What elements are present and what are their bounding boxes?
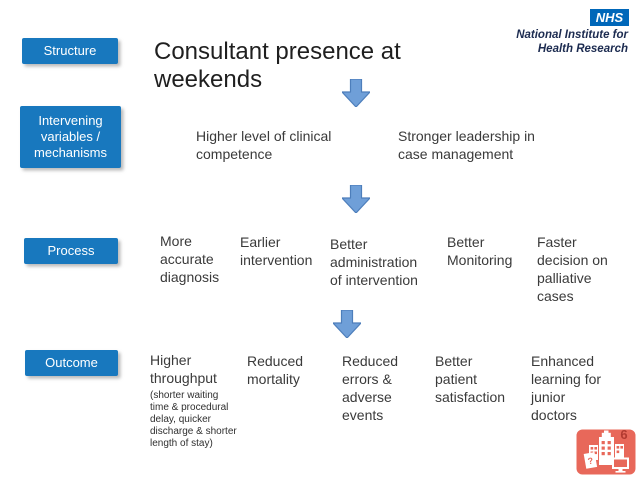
org-name-line2: Health Research	[537, 43, 628, 55]
label-intervening-variables: Intervening variables / mechanisms	[20, 106, 121, 168]
nhs-logo-text: NHS	[595, 10, 624, 25]
slide-number: 6	[620, 427, 628, 442]
outcome-item: Higher throughput (shorter waiting time …	[150, 351, 238, 450]
label-outcome: Outcome	[25, 350, 118, 376]
label-process: Process	[24, 238, 118, 264]
process-item: Faster decision on palliative cases	[537, 234, 608, 304]
intervening-item: Higher level of clinical competence	[196, 128, 332, 162]
arrow-down-icon	[342, 79, 370, 107]
arrow-down-icon	[342, 185, 370, 213]
label-intervening-text: Intervening variables / mechanisms	[34, 113, 107, 160]
label-outcome-text: Outcome	[45, 355, 98, 370]
outcome-item: Better patient satisfaction	[435, 353, 506, 405]
label-structure: Structure	[22, 38, 118, 64]
arrow-down-icon	[333, 310, 361, 338]
org-name: National Institute for Health Research	[516, 28, 628, 56]
outcome-item-detail: (shorter waiting time & procedural delay…	[150, 390, 237, 449]
label-structure-text: Structure	[43, 43, 97, 58]
page-title: Consultant presence at weekends	[154, 38, 401, 93]
org-name-line1: National Institute for	[516, 29, 628, 41]
question-card-icon: ?	[583, 452, 598, 469]
monitor-icon	[612, 457, 629, 473]
process-item: Better administration of intervention	[330, 236, 418, 288]
label-process-text: Process	[47, 243, 95, 258]
process-item: Earlier intervention	[240, 234, 313, 268]
outcome-item-text: Higher throughput	[150, 352, 217, 386]
outcome-item: Reduced errors & adverse events	[342, 353, 399, 423]
question-mark: ?	[587, 456, 594, 467]
outcome-item: Enhanced learning for junior doctors	[531, 353, 602, 423]
process-item: More accurate diagnosis	[160, 233, 220, 285]
outcome-item: Reduced mortality	[247, 353, 304, 387]
process-item: Better Monitoring	[447, 234, 513, 268]
intervening-item: Stronger leadership in case management	[398, 128, 535, 162]
hospital-icon: ?	[576, 429, 636, 475]
nhs-logo: NHS	[590, 9, 629, 26]
